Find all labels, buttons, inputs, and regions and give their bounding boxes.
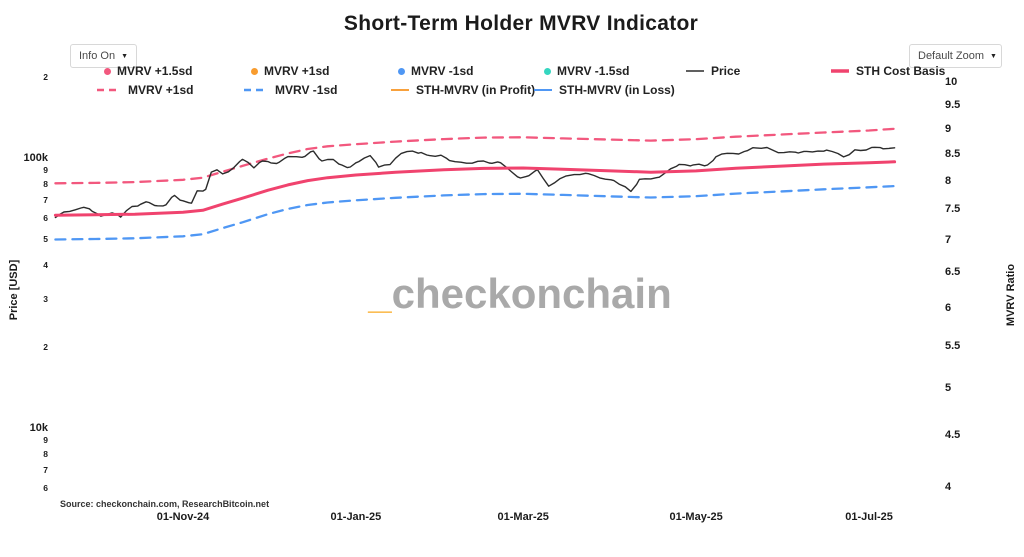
y-left-tick: 2	[43, 341, 48, 352]
legend-label: MVRV -1sd	[411, 64, 474, 78]
y-left-tick: 2	[43, 71, 48, 82]
legend-label: STH Cost Basis	[856, 64, 946, 78]
y-right-tick: 10	[945, 76, 958, 88]
sth-mvrv-in-loss-line-swatch-icon	[534, 89, 552, 91]
y-right-tick: 9.5	[945, 98, 961, 111]
y-left-tick: 5	[43, 234, 48, 245]
legend-item-sth-cost-basis-line[interactable]: STH Cost Basis	[830, 64, 945, 78]
y-right-tick: 4	[945, 481, 952, 494]
legend-item-mvrv-1-5sd-dot[interactable]: MVRV +1.5sd	[104, 64, 192, 78]
mvrv-1sd-dot-swatch-icon	[398, 67, 405, 75]
y-right-tick: 5	[945, 382, 952, 395]
y-left-tick: 7	[43, 464, 48, 475]
legend-label: MVRV +1sd	[264, 64, 330, 78]
y-right-tick: 7	[945, 233, 952, 246]
y-left-tick: 3	[43, 294, 48, 305]
x-axis-tick: 01-Jul-25	[845, 511, 893, 523]
mvrv-1-5sd-dot-swatch-icon	[544, 67, 551, 75]
y-left-tick: 8	[43, 179, 48, 190]
y-left-tick: 9	[43, 165, 48, 176]
legend-item-sth-mvrv-in-loss-line[interactable]: STH-MVRV (in Loss)	[533, 83, 675, 97]
x-axis-tick: 01-Mar-25	[497, 511, 549, 523]
legend-label: MVRV +1sd	[128, 83, 194, 97]
legend-item-mvrv-1sd-dot[interactable]: MVRV +1sd	[251, 64, 329, 78]
x-axis-tick: 01-Jan-25	[330, 511, 382, 523]
y-left-tick: 10k	[29, 422, 48, 434]
legend-label: STH-MVRV (in Profit)	[416, 83, 536, 97]
info-dropdown[interactable]: Info On ▼	[70, 44, 137, 68]
x-axis-tick: 01-Nov-24	[156, 511, 210, 523]
legend-item-mvrv-1-5sd-dot[interactable]: MVRV -1.5sd	[544, 64, 629, 78]
y-axis-title-left: Price [USD]	[8, 259, 20, 321]
legend-item-mvrv-1sd-dot[interactable]: MVRV -1sd	[398, 64, 473, 78]
legend-label: STH-MVRV (in Loss)	[559, 83, 675, 97]
y-axis-title-right: MVRV Ratio	[1005, 263, 1017, 327]
sth-mvrv-in-profit-line-swatch-icon	[391, 89, 409, 91]
y-left-tick: 6	[43, 212, 48, 223]
y-right-tick: 4.5	[945, 429, 961, 442]
watermark-text: checkonchain	[391, 270, 672, 317]
legend-item-mvrv-1sd-dash[interactable]: MVRV +1sd	[96, 83, 193, 97]
chevron-down-icon: ▼	[121, 52, 129, 60]
y-left-tick: 4	[43, 260, 48, 271]
zoom-dropdown[interactable]: Default Zoom ▼	[909, 44, 1002, 68]
price-line-swatch-icon	[686, 70, 704, 72]
zoom-dropdown-label: Default Zoom	[918, 50, 985, 62]
y-left-tick: 8	[43, 449, 48, 460]
legend-item-sth-mvrv-in-profit-line[interactable]: STH-MVRV (in Profit)	[390, 83, 535, 97]
y-right-tick: 7.5	[945, 203, 961, 216]
watermark: _checkonchain	[368, 270, 671, 318]
series-sth-cost-basis	[53, 160, 897, 217]
legend-label: MVRV -1.5sd	[557, 64, 630, 78]
y-right-tick: 8.5	[945, 147, 961, 160]
series-mvrv-1sd	[54, 127, 896, 185]
y-left-tick: 6	[43, 482, 48, 493]
series-mvrv-1sd	[54, 184, 896, 241]
y-right-tick: 6.5	[945, 266, 961, 279]
y-right-tick: 9	[945, 122, 952, 135]
legend-label: MVRV +1.5sd	[117, 64, 193, 78]
mvrv-1-5sd-dot-swatch-icon	[104, 67, 111, 75]
series-price	[54, 146, 896, 219]
y-right-tick: 6	[945, 301, 952, 314]
chevron-down-icon: ▼	[990, 52, 997, 60]
mvrv-1sd-dash-swatch-icon	[97, 88, 121, 92]
legend-item-mvrv-1sd-dash[interactable]: MVRV -1sd	[243, 83, 337, 97]
watermark-underscore-icon: _	[368, 270, 392, 317]
mvrv-1sd-dot-swatch-icon	[251, 67, 258, 75]
sth-cost-basis-line-swatch-icon	[831, 69, 849, 73]
chart-title: Short-Term Holder MVRV Indicator	[343, 12, 699, 35]
legend-label: Price	[711, 64, 741, 78]
legend-item-price-line[interactable]: Price	[685, 64, 740, 78]
mvrv-1sd-dash-swatch-icon	[244, 88, 268, 92]
source-attribution: Source: checkonchain.com, ResearchBitcoi…	[60, 499, 270, 509]
y-left-tick: 100k	[23, 152, 48, 164]
y-left-tick: 9	[43, 435, 48, 446]
info-dropdown-label: Info On	[79, 50, 116, 62]
y-left-tick: 7	[43, 194, 48, 205]
y-right-tick: 5.5	[945, 340, 961, 353]
legend-label: MVRV -1sd	[275, 83, 338, 97]
y-right-tick: 8	[945, 174, 952, 187]
x-axis-tick: 01-May-25	[669, 511, 723, 523]
